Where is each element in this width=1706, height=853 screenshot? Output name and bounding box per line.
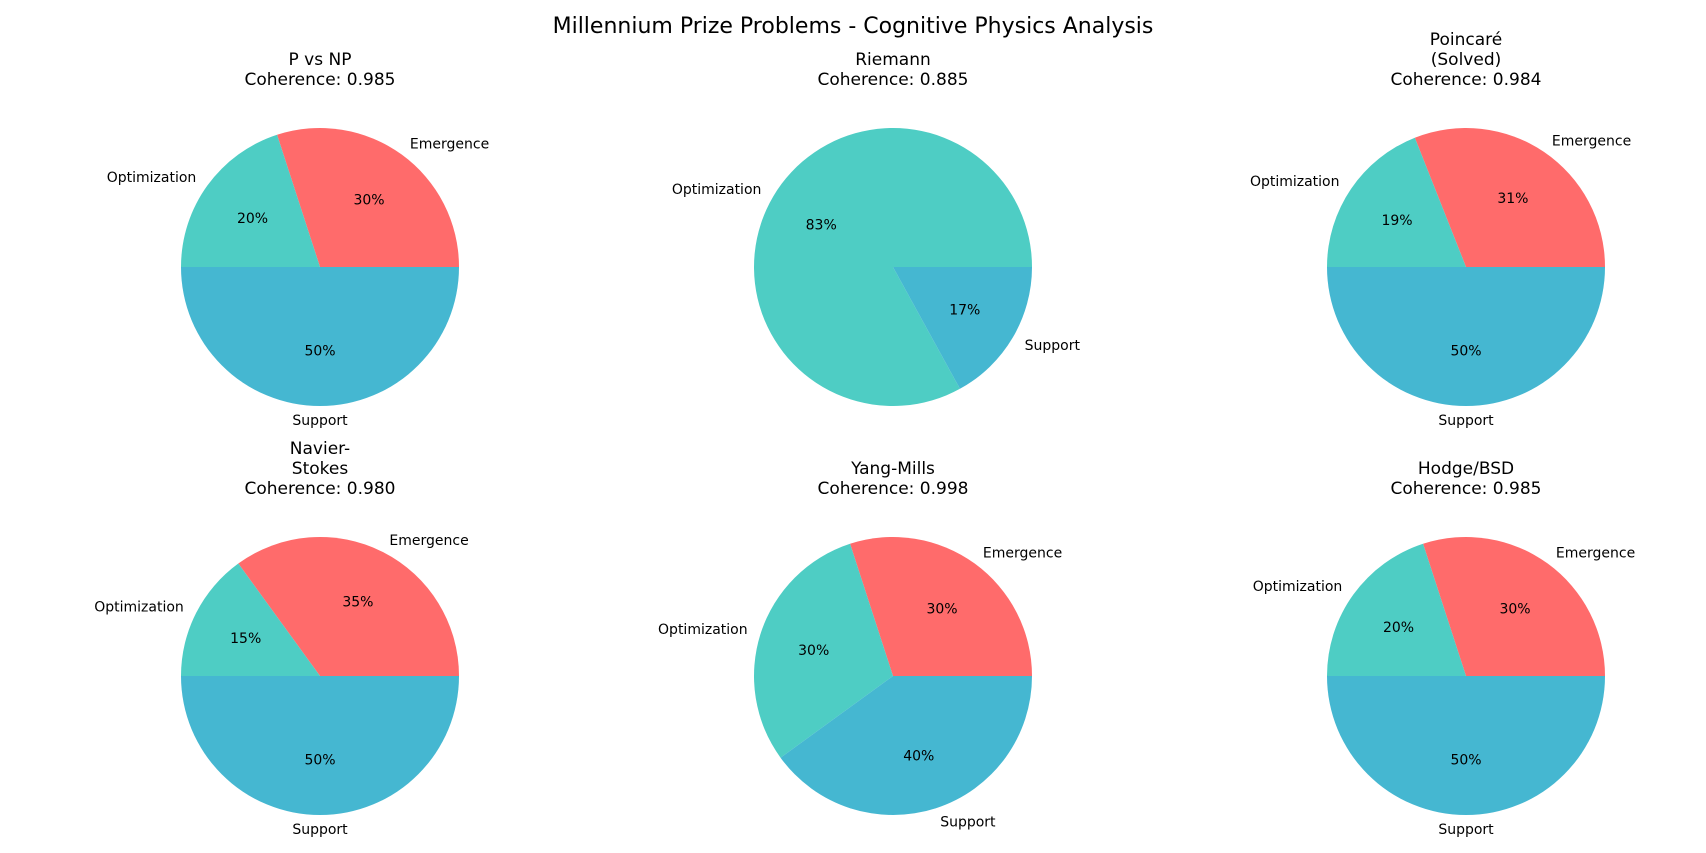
pie-5-pct-optimization: 30% — [798, 643, 829, 659]
pie-4-pct-support: 50% — [304, 752, 335, 768]
figure-title: Millennium Prize Problems - Cognitive Ph… — [553, 14, 1154, 39]
pie-1-pct-support: 50% — [304, 343, 335, 359]
pie-6-label-optimization: Optimization — [1253, 579, 1343, 595]
pie-3-label-optimization: Optimization — [1250, 174, 1340, 190]
pie-3-title-line-2: (Solved) — [1431, 50, 1502, 70]
pie-5-slice-emergence — [850, 536, 1032, 676]
pie-3-pct-support: 50% — [1450, 343, 1481, 359]
pie-6-slice-optimization — [1327, 543, 1466, 676]
pie-3-title-line-1: Poincaré — [1430, 30, 1502, 50]
pie-3-slice-optimization — [1327, 137, 1466, 267]
pie-1-pct-emergence: 30% — [353, 193, 384, 209]
pie-2-title-line-1: Riemann — [855, 50, 931, 70]
pie-2-label-optimization: Optimization — [672, 182, 762, 198]
pie-2-pct-optimization: 83% — [806, 218, 837, 234]
pie-3-slice-emergence — [1414, 127, 1606, 267]
pie-4-pct-emergence: 35% — [342, 595, 373, 611]
pie-6-slice-support — [1327, 676, 1605, 815]
pie-6-pct-emergence: 30% — [1499, 602, 1530, 618]
pie-4-title-line-3: Coherence: 0.980 — [245, 479, 396, 499]
pie-1-label-support: Support — [292, 413, 348, 429]
pie-2-pct-support: 17% — [949, 303, 980, 319]
pie-6-slice-emergence — [1423, 536, 1605, 676]
pie-1-label-emergence: Emergence — [410, 136, 489, 152]
pie-4-slice-emergence — [238, 537, 459, 676]
pie-2-slice-support — [893, 267, 1032, 389]
pie-2-title-line-2: Coherence: 0.885 — [818, 70, 969, 90]
pie-4-title-line-2: Stokes — [292, 459, 349, 479]
pie-5-label-emergence: Emergence — [983, 545, 1062, 561]
pie-3-title-line-3: Coherence: 0.984 — [1391, 70, 1542, 90]
pie-5-slice-support — [780, 676, 1032, 815]
pie-5-pct-support: 40% — [903, 748, 934, 764]
pie-3-pct-emergence: 31% — [1497, 191, 1528, 207]
pie-5-slice-optimization — [754, 543, 893, 758]
pie-1-title-line-1: P vs NP — [289, 50, 352, 70]
pie-5-title-line-1: Yang-Mills — [850, 459, 935, 479]
pie-6-title-line-2: Coherence: 0.985 — [1391, 479, 1542, 499]
pie-1-title-line-2: Coherence: 0.985 — [245, 70, 396, 90]
pie-6-pct-support: 50% — [1450, 752, 1481, 768]
pie-4-label-optimization: Optimization — [94, 600, 184, 616]
pie-1-slice-optimization — [181, 134, 320, 267]
pie-6-label-support: Support — [1438, 822, 1494, 838]
pie-4-label-emergence: Emergence — [389, 533, 468, 549]
pie-5-pct-emergence: 30% — [926, 602, 957, 618]
pie-2-label-support: Support — [1025, 338, 1081, 354]
pie-6-label-emergence: Emergence — [1556, 545, 1635, 561]
pie-3-pct-optimization: 19% — [1381, 213, 1412, 229]
pie-4-title-line-1: Navier- — [290, 439, 350, 459]
pie-3-label-support: Support — [1438, 413, 1494, 429]
pie-4-pct-optimization: 15% — [230, 631, 261, 647]
pie-6-pct-optimization: 20% — [1383, 620, 1414, 636]
pie-1-pct-optimization: 20% — [237, 211, 268, 227]
pie-3-slice-support — [1327, 267, 1605, 406]
pie-3-label-emergence: Emergence — [1552, 134, 1631, 150]
pie-1-label-optimization: Optimization — [107, 170, 197, 186]
pie-4-slice-support — [181, 676, 459, 815]
pie-chart-3: Poincaré(Solved)Coherence: 0.984 Emergenc… — [1250, 30, 1631, 429]
pie-5-title-line-2: Coherence: 0.998 — [818, 479, 969, 499]
pie-1-slice-emergence — [277, 127, 459, 267]
pie-4-label-support: Support — [292, 822, 348, 838]
pie-1-slice-support — [181, 267, 459, 406]
pie-2-slice-optimization — [754, 128, 1032, 407]
pie-4-slice-optimization — [181, 563, 320, 676]
pie-5-label-support: Support — [940, 814, 996, 830]
pie-5-label-optimization: Optimization — [658, 622, 748, 638]
pie-6-title-line-1: Hodge/BSD — [1418, 459, 1514, 479]
